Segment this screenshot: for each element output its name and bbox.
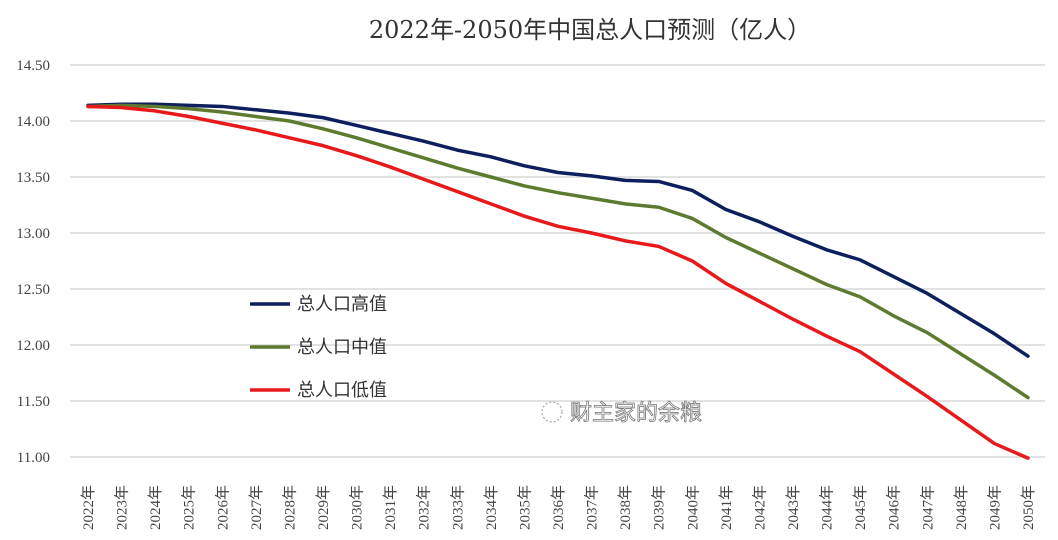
watermark-text: 财主家的余粮 bbox=[570, 401, 702, 426]
y-tick-label: 13.50 bbox=[16, 170, 50, 186]
wechat-icon bbox=[541, 401, 563, 423]
x-tick-label: 2023年 bbox=[114, 485, 131, 530]
legend-label-0: 总人口高值 bbox=[297, 294, 387, 315]
x-tick-label: 2041年 bbox=[718, 485, 735, 530]
x-tick-label: 2025年 bbox=[181, 485, 198, 530]
legend-label-2: 总人口低值 bbox=[297, 380, 387, 401]
x-tick-label: 2039年 bbox=[651, 485, 668, 530]
x-tick-label: 2033年 bbox=[449, 485, 466, 530]
chart-title: 2022年-2050年中国总人口预测（亿人） bbox=[369, 16, 811, 44]
y-tick-label: 11.00 bbox=[17, 450, 50, 466]
x-tick-label: 2040年 bbox=[684, 485, 701, 530]
legend-label-1: 总人口中值 bbox=[297, 337, 387, 358]
x-tick-label: 2031年 bbox=[382, 485, 399, 530]
watermark-logo: 财主家的余粮 bbox=[541, 401, 702, 426]
x-tick-label: 2038年 bbox=[617, 485, 634, 530]
x-tick-label: 2030年 bbox=[349, 485, 366, 530]
series-line-0 bbox=[86, 102, 1030, 358]
series-line-1 bbox=[86, 103, 1030, 400]
x-tick-label: 2034年 bbox=[483, 485, 500, 530]
x-tick-label: 2027年 bbox=[248, 485, 265, 530]
x-tick-label: 2047年 bbox=[919, 485, 936, 530]
x-tick-label: 2029年 bbox=[315, 485, 332, 530]
series-line-2 bbox=[86, 104, 1030, 460]
x-tick-label: 2044年 bbox=[819, 485, 836, 530]
y-tick-label: 13.00 bbox=[16, 226, 50, 242]
x-tick-label: 2032年 bbox=[416, 485, 433, 530]
x-tick-label: 2024年 bbox=[147, 485, 164, 530]
x-tick-label: 2037年 bbox=[584, 485, 601, 530]
x-tick-label: 2050年 bbox=[1020, 485, 1037, 530]
x-tick-label: 2049年 bbox=[986, 485, 1003, 530]
y-tick-label: 12.00 bbox=[16, 338, 50, 354]
y-tick-label: 14.00 bbox=[16, 114, 50, 130]
y-tick-label: 14.50 bbox=[16, 58, 50, 74]
y-tick-label: 11.50 bbox=[17, 394, 50, 410]
x-tick-label: 2048年 bbox=[953, 485, 970, 530]
x-tick-label: 2026年 bbox=[214, 485, 231, 530]
x-tick-label: 2035年 bbox=[516, 485, 533, 530]
x-tick-label: 2045年 bbox=[852, 485, 869, 530]
x-tick-label: 2046年 bbox=[886, 485, 903, 530]
x-tick-label: 2042年 bbox=[751, 485, 768, 530]
x-tick-label: 2028年 bbox=[281, 485, 298, 530]
y-tick-label: 12.50 bbox=[16, 282, 50, 298]
x-tick-label: 2022年 bbox=[80, 485, 97, 530]
x-tick-label: 2043年 bbox=[785, 485, 802, 530]
x-tick-label: 2036年 bbox=[550, 485, 567, 530]
